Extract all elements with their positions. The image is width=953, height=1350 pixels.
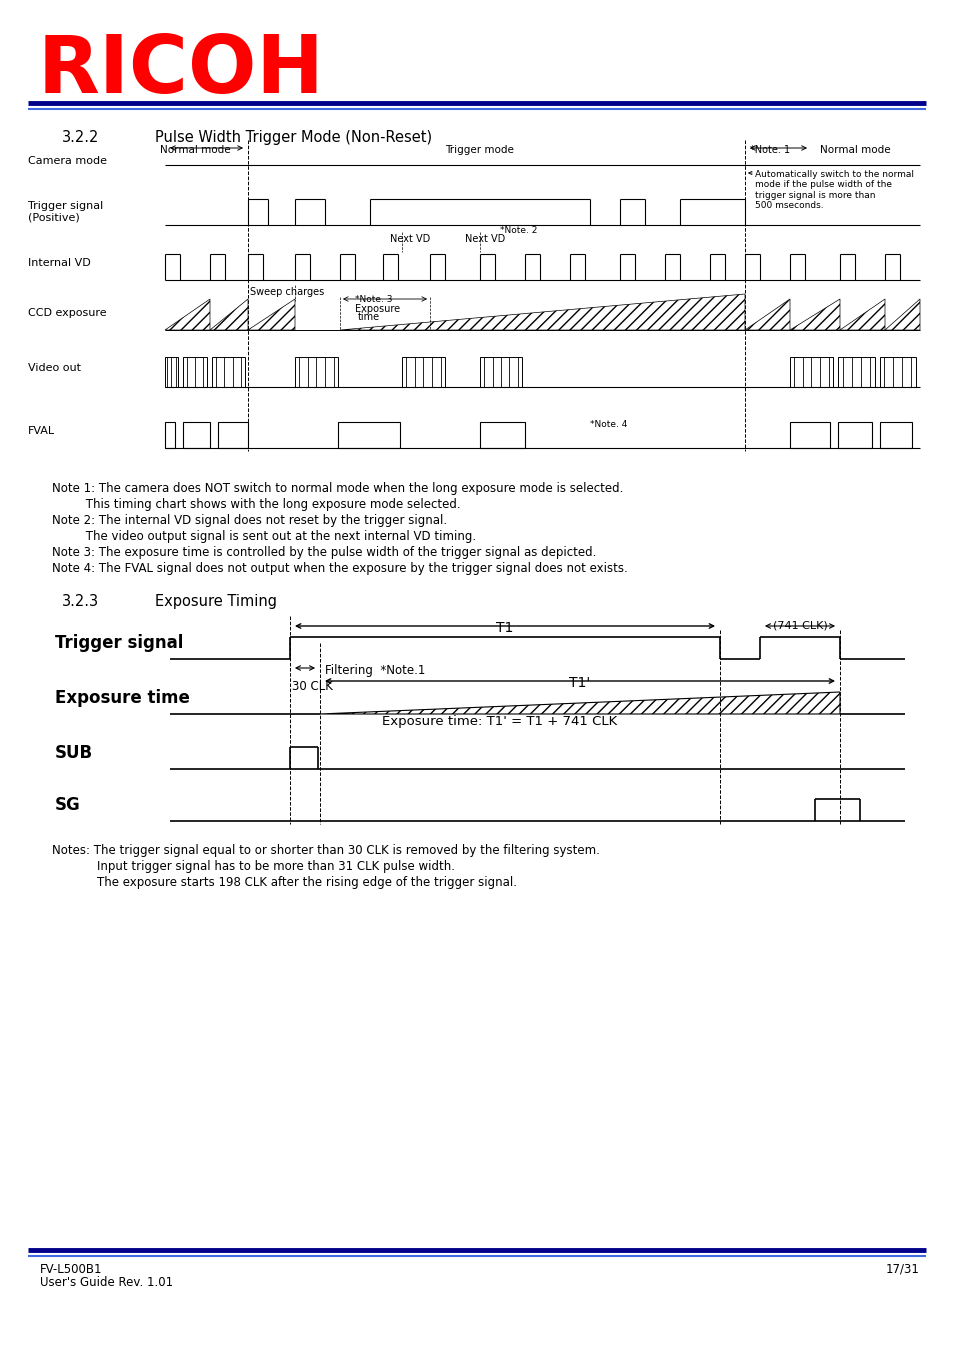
Bar <box>165 356 178 387</box>
Text: Next VD: Next VD <box>390 234 430 244</box>
Text: Exposure time: Exposure time <box>55 688 190 707</box>
Text: Note 3: The exposure time is controlled by the pulse width of the trigger signal: Note 3: The exposure time is controlled … <box>52 545 596 559</box>
Text: Trigger mode: Trigger mode <box>445 144 514 155</box>
Text: SUB: SUB <box>55 744 93 761</box>
Polygon shape <box>248 298 294 329</box>
Text: Filtering  *Note.1: Filtering *Note.1 <box>325 664 425 676</box>
Text: (Positive): (Positive) <box>28 213 80 223</box>
Bar <box>837 423 871 448</box>
Polygon shape <box>319 693 840 714</box>
Text: Video out: Video out <box>28 363 81 373</box>
Polygon shape <box>210 298 248 329</box>
Text: The video output signal is sent out at the next internal VD timing.: The video output signal is sent out at t… <box>52 531 476 543</box>
Text: CCD exposure: CCD exposure <box>28 308 107 319</box>
Text: Trigger signal: Trigger signal <box>28 201 103 211</box>
Text: Exposure Timing: Exposure Timing <box>154 594 276 609</box>
Text: Exposure: Exposure <box>355 304 399 315</box>
Text: 17/31: 17/31 <box>885 1264 919 1276</box>
Text: time: time <box>357 312 379 323</box>
Text: Internal VD: Internal VD <box>28 258 91 269</box>
Polygon shape <box>165 298 210 329</box>
Text: Next VD: Next VD <box>464 234 505 244</box>
Text: User's Guide Rev. 1.01: User's Guide Rev. 1.01 <box>40 1276 172 1289</box>
Text: RICOH: RICOH <box>38 32 324 109</box>
Bar <box>479 356 521 387</box>
Bar <box>337 423 399 448</box>
Text: 3.2.3: 3.2.3 <box>62 594 99 609</box>
Polygon shape <box>339 294 744 329</box>
Bar <box>879 356 915 387</box>
Text: Camera mode: Camera mode <box>28 157 107 166</box>
Text: Normal mode: Normal mode <box>159 144 230 155</box>
Text: *Note. 1: *Note. 1 <box>749 144 789 155</box>
Polygon shape <box>840 298 884 329</box>
Text: *Note. 3: *Note. 3 <box>355 296 392 304</box>
Text: Sweep charges: Sweep charges <box>250 288 324 297</box>
Text: FVAL: FVAL <box>28 427 55 436</box>
Polygon shape <box>789 298 840 329</box>
Text: Trigger signal: Trigger signal <box>55 634 183 652</box>
Text: The exposure starts 198 CLK after the rising edge of the trigger signal.: The exposure starts 198 CLK after the ri… <box>52 876 517 890</box>
Text: Normal mode: Normal mode <box>819 144 889 155</box>
Text: Automatically switch to the normal
mode if the pulse width of the
trigger signal: Automatically switch to the normal mode … <box>754 170 913 211</box>
Text: Notes: The trigger signal equal to or shorter than 30 CLK is removed by the filt: Notes: The trigger signal equal to or sh… <box>52 844 599 857</box>
Text: FV-L500B1: FV-L500B1 <box>40 1264 102 1276</box>
Bar <box>879 423 911 448</box>
Text: Exposure time: T1' = T1 + 741 CLK: Exposure time: T1' = T1 + 741 CLK <box>382 716 617 728</box>
Bar <box>789 423 829 448</box>
Text: Note 2: The internal VD signal does not reset by the trigger signal.: Note 2: The internal VD signal does not … <box>52 514 447 526</box>
Text: T1: T1 <box>496 621 513 634</box>
Bar <box>212 356 245 387</box>
Bar <box>479 423 524 448</box>
Text: *Note. 2: *Note. 2 <box>499 225 537 235</box>
Text: 30 CLK: 30 CLK <box>292 680 333 693</box>
Bar <box>401 356 444 387</box>
Text: Note 1: The camera does NOT switch to normal mode when the long exposure mode is: Note 1: The camera does NOT switch to no… <box>52 482 622 495</box>
Text: Pulse Width Trigger Mode (Non-Reset): Pulse Width Trigger Mode (Non-Reset) <box>154 130 432 144</box>
Bar <box>183 356 207 387</box>
Bar <box>183 423 210 448</box>
Bar <box>218 423 248 448</box>
Text: This timing chart shows with the long exposure mode selected.: This timing chart shows with the long ex… <box>52 498 460 512</box>
Text: T1': T1' <box>569 676 590 690</box>
Text: SG: SG <box>55 796 81 814</box>
Bar <box>789 356 832 387</box>
Bar <box>837 356 874 387</box>
Text: (741 CLK): (741 CLK) <box>772 621 826 630</box>
Bar <box>165 423 174 448</box>
Text: Input trigger signal has to be more than 31 CLK pulse width.: Input trigger signal has to be more than… <box>52 860 455 873</box>
Text: 3.2.2: 3.2.2 <box>62 130 99 144</box>
Polygon shape <box>744 298 789 329</box>
Text: *Note. 4: *Note. 4 <box>589 420 627 429</box>
Text: Note 4: The FVAL signal does not output when the exposure by the trigger signal : Note 4: The FVAL signal does not output … <box>52 562 627 575</box>
Polygon shape <box>884 298 919 329</box>
Bar <box>294 356 337 387</box>
